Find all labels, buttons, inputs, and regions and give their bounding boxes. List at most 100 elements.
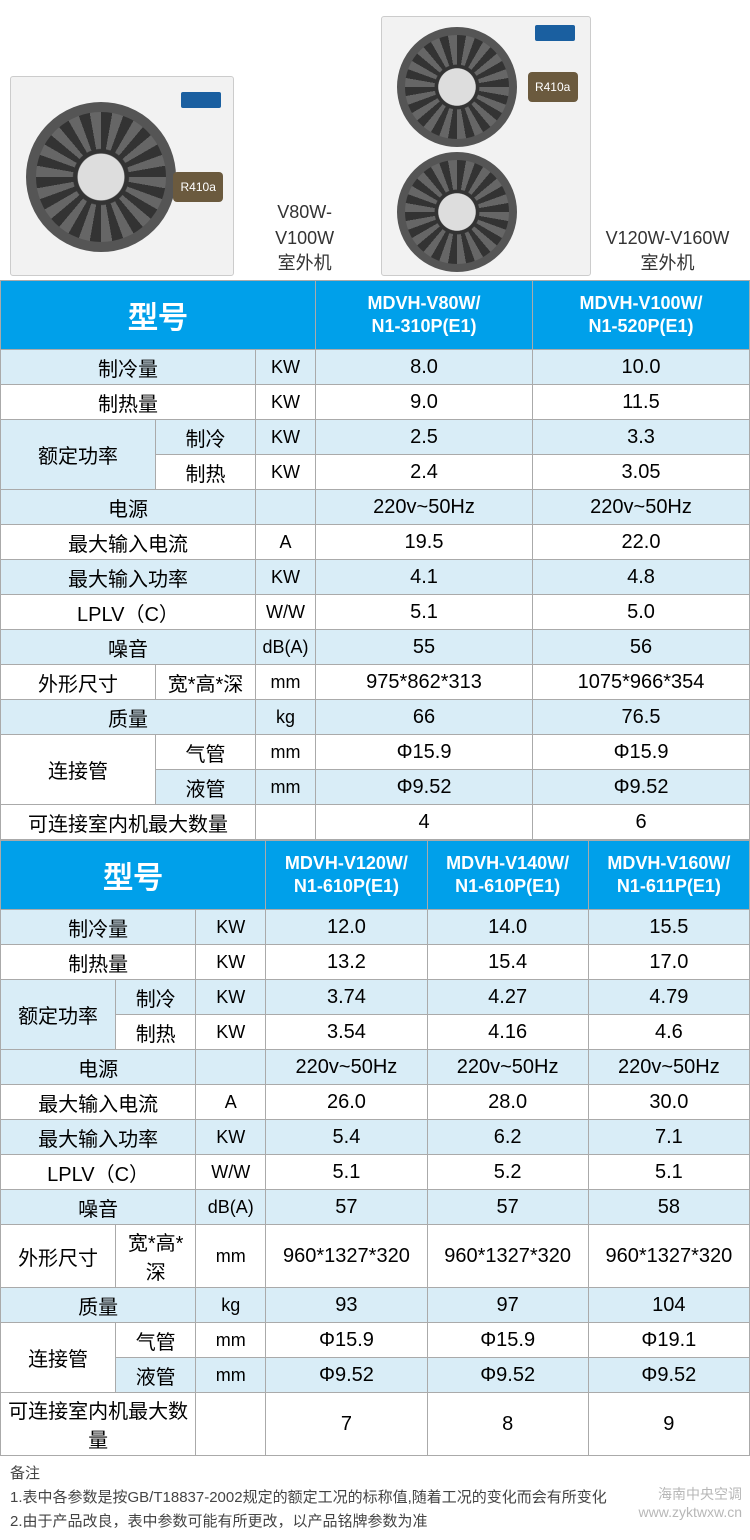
value-cell: 2.5 — [316, 420, 533, 455]
value-cell: 97 — [427, 1288, 588, 1323]
unit-cell: dB(A) — [256, 630, 316, 665]
param-label: LPLV（C） — [1, 1155, 196, 1190]
param-sublabel: 宽*高*深 — [116, 1225, 196, 1288]
value-cell: Φ15.9 — [533, 735, 750, 770]
right-model-label: V120W-V160W — [606, 226, 730, 251]
value-cell: 960*1327*320 — [427, 1225, 588, 1288]
product-images: R410a V80W-V100W 室外机 R410a V120W-V160W 室… — [0, 0, 750, 280]
value-cell: 8 — [427, 1393, 588, 1456]
unit-cell: KW — [196, 1015, 266, 1050]
notes-block: 备注 1.表中各参数是按GB/T18837-2002规定的额定工况的标称值,随着… — [0, 1456, 750, 1540]
unit-cell: W/W — [256, 595, 316, 630]
unit-cell: KW — [196, 1120, 266, 1155]
value-cell: 6.2 — [427, 1120, 588, 1155]
model-column: MDVH-V120W/ N1-610P(E1) — [266, 841, 427, 910]
value-cell: 960*1327*320 — [266, 1225, 427, 1288]
value-cell: 5.1 — [316, 595, 533, 630]
value-cell: 66 — [316, 700, 533, 735]
value-cell: 17.0 — [588, 945, 749, 980]
value-cell: 12.0 — [266, 910, 427, 945]
value-cell: 3.74 — [266, 980, 427, 1015]
unit-cell: mm — [196, 1358, 266, 1393]
unit-cell: KW — [256, 420, 316, 455]
unit-cell: KW — [256, 455, 316, 490]
unit-cell: A — [256, 525, 316, 560]
param-label: 制热量 — [1, 385, 256, 420]
value-cell: 4 — [316, 805, 533, 840]
unit-cell: KW — [196, 945, 266, 980]
unit-cell — [196, 1393, 266, 1456]
param-label: 电源 — [1, 1050, 196, 1085]
param-sublabel: 气管 — [116, 1323, 196, 1358]
right-model-sublabel: 室外机 — [606, 251, 730, 276]
unit-cell: mm — [196, 1323, 266, 1358]
param-sublabel: 气管 — [156, 735, 256, 770]
unit-cell: mm — [196, 1225, 266, 1288]
value-cell: 57 — [266, 1190, 427, 1225]
value-cell: 76.5 — [533, 700, 750, 735]
param-sublabel: 宽*高*深 — [156, 665, 256, 700]
value-cell: Φ15.9 — [266, 1323, 427, 1358]
refrigerant-badge: R410a — [173, 172, 223, 202]
param-label: LPLV（C） — [1, 595, 256, 630]
param-label: 可连接室内机最大数量 — [1, 1393, 196, 1456]
param-label: 噪音 — [1, 630, 256, 665]
value-cell: 5.2 — [427, 1155, 588, 1190]
param-label: 最大输入电流 — [1, 525, 256, 560]
value-cell: 26.0 — [266, 1085, 427, 1120]
watermark: 海南中央空调 www.zyktwxw.cn — [639, 1484, 742, 1520]
param-label: 额定功率 — [1, 420, 156, 490]
param-sublabel: 制热 — [116, 1015, 196, 1050]
model-column: MDVH-V160W/ N1-611P(E1) — [588, 841, 749, 910]
value-cell: 220v~50Hz — [533, 490, 750, 525]
unit-cell — [256, 490, 316, 525]
value-cell: 30.0 — [588, 1085, 749, 1120]
value-cell: Φ15.9 — [427, 1323, 588, 1358]
value-cell: Φ9.52 — [588, 1358, 749, 1393]
value-cell: 7 — [266, 1393, 427, 1456]
value-cell: 5.1 — [588, 1155, 749, 1190]
value-cell: 10.0 — [533, 350, 750, 385]
value-cell: 975*862*313 — [316, 665, 533, 700]
value-cell: 5.1 — [266, 1155, 427, 1190]
unit-double-image: R410a — [381, 16, 591, 276]
param-label: 质量 — [1, 700, 256, 735]
unit-cell: mm — [256, 735, 316, 770]
value-cell: Φ15.9 — [316, 735, 533, 770]
unit-cell — [196, 1050, 266, 1085]
value-cell: 220v~50Hz — [588, 1050, 749, 1085]
param-label: 质量 — [1, 1288, 196, 1323]
value-cell: 93 — [266, 1288, 427, 1323]
value-cell: 104 — [588, 1288, 749, 1323]
unit-cell: kg — [256, 700, 316, 735]
value-cell: 19.5 — [316, 525, 533, 560]
param-label: 噪音 — [1, 1190, 196, 1225]
param-label: 连接管 — [1, 1323, 116, 1393]
value-cell: 4.79 — [588, 980, 749, 1015]
value-cell: 57 — [427, 1190, 588, 1225]
value-cell: 9.0 — [316, 385, 533, 420]
value-cell: 7.1 — [588, 1120, 749, 1155]
value-cell: Φ9.52 — [533, 770, 750, 805]
value-cell: Φ9.52 — [266, 1358, 427, 1393]
value-cell: 3.3 — [533, 420, 750, 455]
value-cell: 14.0 — [427, 910, 588, 945]
value-cell: 220v~50Hz — [316, 490, 533, 525]
value-cell: 22.0 — [533, 525, 750, 560]
value-cell: 15.5 — [588, 910, 749, 945]
model-column: MDVH-V100W/ N1-520P(E1) — [533, 281, 750, 350]
notes-line-1: 1.表中各参数是按GB/T18837-2002规定的额定工况的标称值,随着工况的… — [10, 1486, 740, 1510]
unit-cell: KW — [256, 560, 316, 595]
param-sublabel: 液管 — [116, 1358, 196, 1393]
left-model-sublabel: 室外机 — [249, 251, 360, 276]
unit-cell: KW — [256, 350, 316, 385]
value-cell: 9 — [588, 1393, 749, 1456]
value-cell: Φ19.1 — [588, 1323, 749, 1358]
model-column: MDVH-V140W/ N1-610P(E1) — [427, 841, 588, 910]
value-cell: 960*1327*320 — [588, 1225, 749, 1288]
value-cell: 5.0 — [533, 595, 750, 630]
param-label: 制热量 — [1, 945, 196, 980]
value-cell: 5.4 — [266, 1120, 427, 1155]
notes-line-2: 2.由于产品改良，表中参数可能有所更改，以产品铭牌参数为准 — [10, 1510, 740, 1534]
value-cell: 4.1 — [316, 560, 533, 595]
